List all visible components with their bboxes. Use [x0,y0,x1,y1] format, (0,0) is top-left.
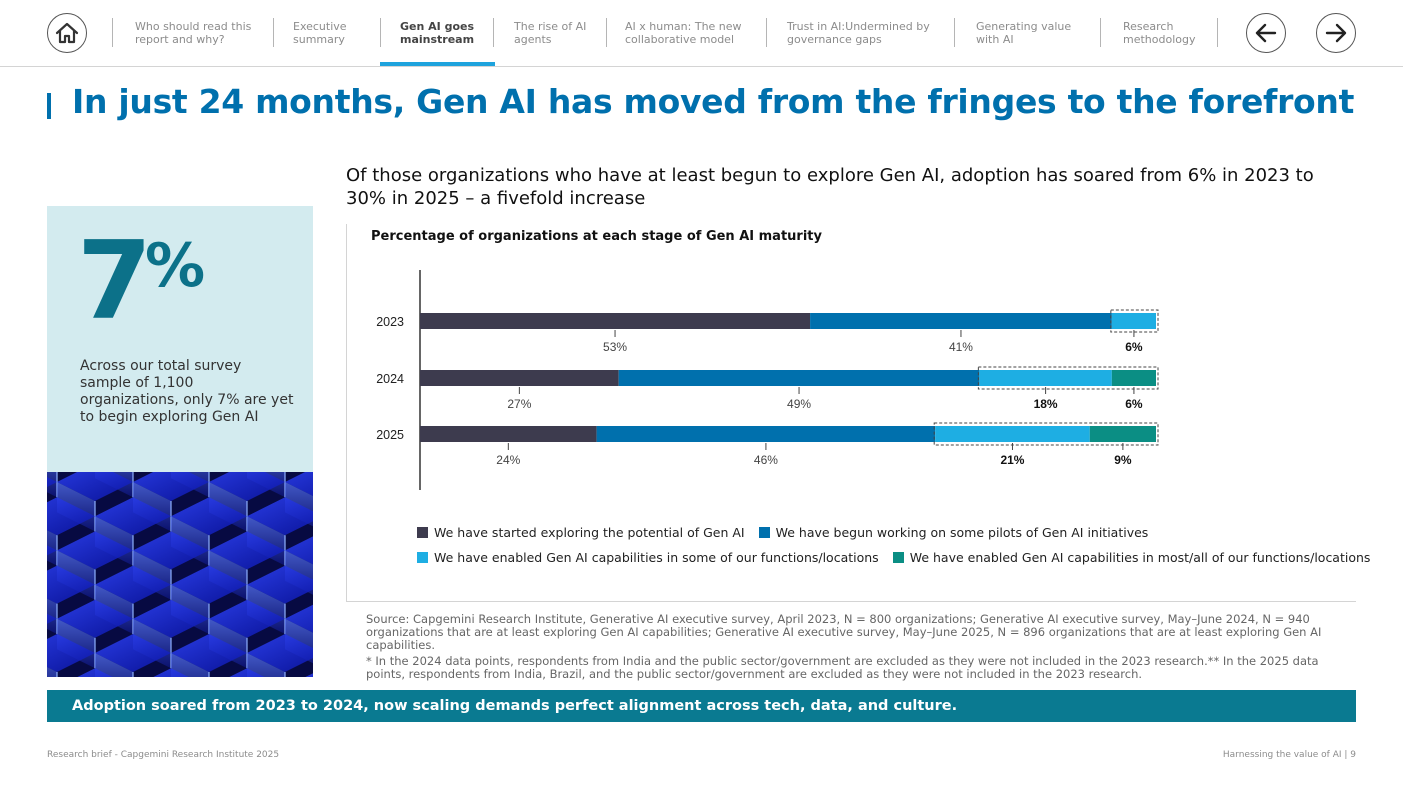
category-label: 2024 [376,372,404,386]
legend-swatch [758,527,770,538]
nav-item-executive-summary[interactable]: Executive summary [293,20,347,46]
data-label: 9% [1114,453,1132,467]
legend-label: We have enabled Gen AI capabilities in m… [909,550,1371,565]
nav-item-who-should-read[interactable]: Who should read this report and why? [135,20,252,46]
source-text: Source: Capgemini Research Institute, Ge… [366,612,1322,652]
arrow-left-icon [1255,23,1277,43]
nav-separator [606,18,607,47]
data-label: 6% [1125,397,1143,411]
legend-item-exploring: We have started exploring the potential … [417,525,745,540]
bar-segment [1111,370,1156,386]
category-label: 2023 [376,315,404,329]
nav-separator [954,18,955,47]
data-label: 18% [1034,397,1058,411]
legend-label: We have enabled Gen AI capabilities in s… [434,550,879,565]
source-notes: Source: Capgemini Research Institute, Ge… [366,613,1356,681]
nav-separator [766,18,767,47]
bar-segment [420,426,597,442]
data-label: 46% [754,453,778,467]
footnote-text: * In the 2024 data points, respondents f… [366,654,1319,681]
stat-description: Across our total survey sample of 1,100 … [80,358,294,425]
highlight-box [1110,309,1159,333]
stacked-bar-chart: 2023 53% 41% 6% 2024 27% 49% 18% 6% 2025 24% 46% 21%… [376,270,1159,490]
arrow-right-icon [1325,23,1347,43]
page-title: In just 24 months, Gen AI has moved from… [72,82,1355,121]
data-label: 49% [787,397,811,411]
chart-legend: We have started exploring the potential … [417,520,1384,570]
category-label: 2025 [376,428,404,442]
chart-title: Percentage of organizations at each stag… [371,229,822,244]
bar-segment [420,370,619,386]
chart-headline: Of those organizations who have at least… [346,165,1314,209]
source-divider [346,601,1356,602]
legend-label: We have begun working on some pilots of … [775,525,1149,540]
nav-separator [493,18,494,47]
nav-separator [273,18,274,47]
stat-unit: % [145,231,206,301]
footer-left: Research brief - Capgemini Research Inst… [47,750,280,760]
decorative-cube-image [47,472,313,677]
title-accent-bar [47,93,51,119]
highlight-box [933,422,1159,446]
data-label: 24% [496,453,520,467]
nav-separator [1100,18,1101,47]
active-tab-indicator [380,62,495,66]
legend-item-most-functions: We have enabled Gen AI capabilities in m… [892,550,1371,565]
bar-segment [935,426,1090,442]
legend-swatch [892,552,904,563]
legend-label: We have started exploring the potential … [434,525,745,540]
nav-separator [1217,18,1218,47]
data-label: 41% [949,340,973,354]
bar-segment [979,370,1112,386]
nav-item-research-methodology[interactable]: Research methodology [1123,20,1196,46]
stat-panel: 7 % Across our total survey sample of 1,… [47,206,313,472]
nav-item-gen-ai-mainstream[interactable]: Gen AI goes mainstream [400,20,475,46]
nav-item-rise-of-ai-agents[interactable]: The rise of AI agents [514,20,587,46]
nav-separator [112,18,113,47]
legend-swatch [417,527,428,538]
chart-divider [346,224,347,602]
highlight-box [977,366,1159,390]
nav-item-ai-x-human[interactable]: AI x human: The new collaborative model [625,20,742,46]
data-label: 53% [603,340,627,354]
bar-segment [420,313,811,329]
bar-segment [1111,313,1156,329]
stat-value: 7 [77,219,152,344]
nav-item-trust-in-ai[interactable]: Trust in AI:Undermined by governance gap… [787,20,930,46]
next-page-button[interactable] [1316,13,1356,53]
bar-segment [1089,426,1156,442]
nav-item-generating-value[interactable]: Generating value with AI [976,20,1072,46]
data-label: 21% [1000,453,1024,467]
home-button[interactable] [47,13,87,53]
footer-page-info: Harnessing the value of AI | 9 [1222,750,1356,760]
previous-page-button[interactable] [1246,13,1286,53]
takeaway-banner: Adoption soared from 2023 to 2024, now s… [47,690,1356,722]
legend-swatch [417,552,428,563]
data-label: 27% [507,397,531,411]
bar-segment [596,426,936,442]
home-icon [55,22,79,44]
bar-segment [618,370,980,386]
data-label: 6% [1125,340,1143,354]
legend-item-some-functions: We have enabled Gen AI capabilities in s… [417,550,879,565]
legend-item-pilots: We have begun working on some pilots of … [758,525,1149,540]
nav-separator [380,18,381,47]
top-navigation: Who should read this report and why? Exe… [0,0,1403,67]
bar-segment [810,313,1112,329]
